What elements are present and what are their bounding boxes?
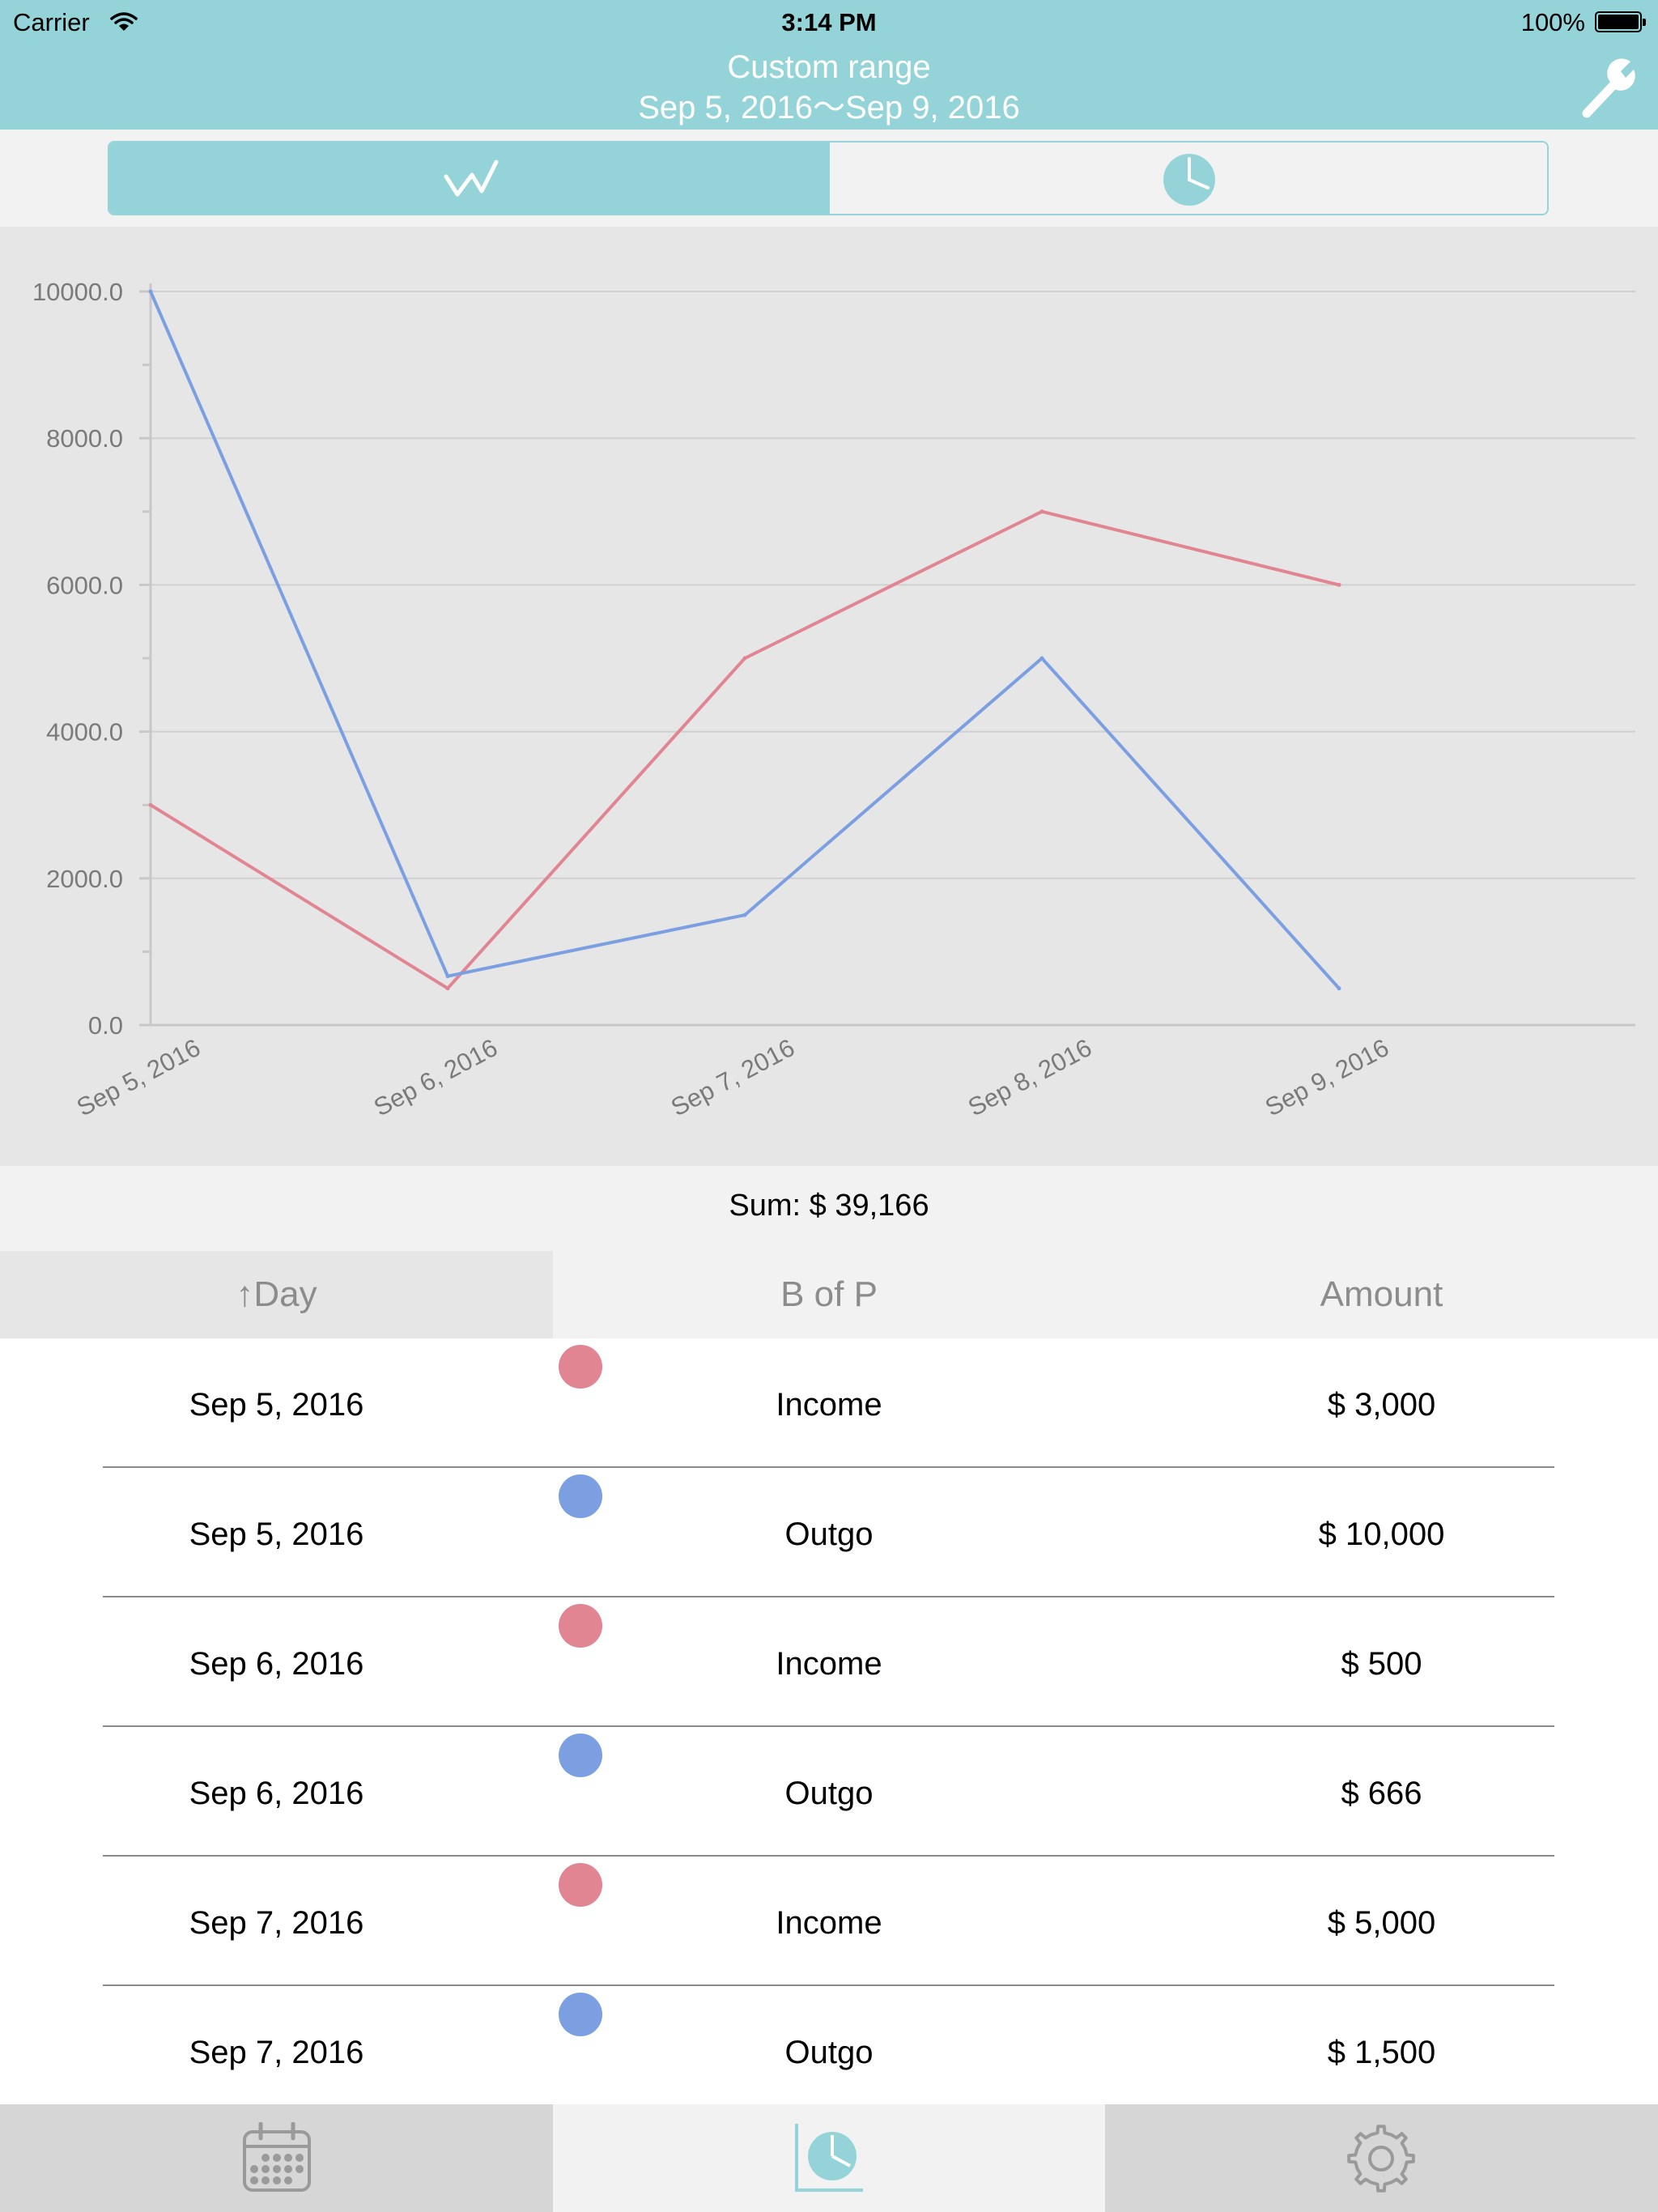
sum-row: Sum: $ 39,166 <box>0 1166 1658 1251</box>
title-text: Custom range <box>727 49 931 85</box>
data-point <box>1337 582 1341 587</box>
row-divider <box>103 1855 1554 1857</box>
data-point <box>148 289 153 294</box>
row-day: Sep 7, 2016 <box>189 2035 364 2070</box>
data-point <box>742 912 747 917</box>
y-tick-label: 0.0 <box>88 1011 123 1040</box>
calendar-icon <box>243 2122 311 2192</box>
line-chart: 0.0 2000.0 4000.0 6000.0 8000.0 10000.0 Sep 5,… <box>0 227 1658 1166</box>
row-amount: $ 10,000 <box>1318 1516 1445 1552</box>
income-dot <box>559 1863 602 1907</box>
row-amount: $ 666 <box>1341 1776 1422 1811</box>
status-carrier: Carrier <box>13 8 90 36</box>
x-tick-label: Sep 6, 2016 <box>369 1033 502 1121</box>
y-tick-label: 8000.0 <box>46 424 123 453</box>
row-day: Sep 7, 2016 <box>189 1905 364 1941</box>
data-point <box>445 986 450 991</box>
battery-icon <box>1595 11 1646 32</box>
pie-chart-tab-icon <box>795 2124 863 2192</box>
column-header-bop[interactable]: B of P <box>780 1274 878 1314</box>
segment-line-chart[interactable] <box>109 143 830 214</box>
tab-bar <box>0 2104 1658 2212</box>
row-day: Sep 6, 2016 <box>189 1646 364 1682</box>
table-row[interactable]: Sep 5, 2016 Outgo $ 10,000 <box>0 1468 1658 1597</box>
table-row[interactable]: Sep 5, 2016 Income $ 3,000 <box>0 1338 1658 1468</box>
outgo-dot <box>559 1993 602 2036</box>
x-tick-label: Sep 8, 2016 <box>963 1033 1096 1121</box>
row-divider <box>103 1725 1554 1727</box>
series-line-2 <box>149 291 1341 990</box>
chart-svg: 0.0 2000.0 4000.0 6000.0 8000.0 10000.0 Sep 5,… <box>32 278 1635 1121</box>
row-type: Income <box>776 1905 882 1941</box>
tab-settings[interactable] <box>1105 2104 1658 2212</box>
line-chart-icon <box>444 160 499 197</box>
x-tick-label: Sep 9, 2016 <box>1261 1033 1393 1121</box>
x-tick-label: Sep 5, 2016 <box>72 1033 205 1121</box>
row-day: Sep 5, 2016 <box>189 1387 364 1423</box>
data-point <box>445 974 450 979</box>
data-point <box>1039 509 1044 514</box>
row-amount: $ 1,500 <box>1327 2035 1436 2070</box>
row-divider <box>103 1596 1554 1597</box>
entries-list: Sep 5, 2016 Income $ 3,000 Sep 5, 2016 O… <box>0 1338 1658 2104</box>
row-type: Income <box>776 1387 882 1423</box>
column-header-amount[interactable]: Amount <box>1320 1274 1443 1314</box>
pie-chart-icon <box>1163 154 1215 206</box>
table-row[interactable]: Sep 7, 2016 Outgo $ 1,500 <box>0 1986 1658 2104</box>
y-tick-label: 4000.0 <box>46 718 123 747</box>
row-amount: $ 3,000 <box>1327 1387 1436 1423</box>
column-header-day[interactable]: ↑Day <box>0 1251 553 1338</box>
row-amount: $ 500 <box>1341 1646 1422 1682</box>
status-time: 3:14 PM <box>781 8 877 36</box>
data-point <box>1337 986 1341 991</box>
date-range-text: Sep 5, 2016～Sep 9, 2016 <box>638 90 1020 125</box>
row-divider <box>103 1984 1554 1986</box>
data-point <box>1039 656 1044 661</box>
sum-text: Sum: $ 39,166 <box>729 1189 929 1223</box>
segment-pie-chart[interactable] <box>830 143 1547 214</box>
table-header: ↑Day B of P Amount <box>0 1251 1658 1338</box>
row-day: Sep 5, 2016 <box>189 1516 364 1552</box>
x-tick-label: Sep 7, 2016 <box>666 1033 799 1121</box>
y-tick-label: 6000.0 <box>46 571 123 599</box>
page-title: Custom range Sep 5, 2016～Sep 9, 2016 <box>0 47 1658 128</box>
y-tick-label: 10000.0 <box>32 278 123 306</box>
data-point <box>742 656 747 661</box>
tab-calendar[interactable] <box>0 2104 553 2212</box>
row-type: Outgo <box>784 1516 874 1552</box>
outgo-dot <box>559 1474 602 1518</box>
table-row[interactable]: Sep 6, 2016 Outgo $ 666 <box>0 1727 1658 1857</box>
table-row[interactable]: Sep 6, 2016 Income $ 500 <box>0 1597 1658 1727</box>
gear-icon <box>1347 2125 1415 2193</box>
row-divider <box>103 1466 1554 1468</box>
table-row[interactable]: Sep 7, 2016 Income $ 5,000 <box>0 1857 1658 1986</box>
income-dot <box>559 1345 602 1389</box>
outgo-dot <box>559 1733 602 1777</box>
status-battery-percent: 100% <box>1520 8 1585 36</box>
navigation-header: Carrier 3:14 PM 100% Custom range Sep 5,… <box>0 0 1658 130</box>
row-day: Sep 6, 2016 <box>189 1776 364 1811</box>
wrench-icon[interactable] <box>1580 57 1637 122</box>
row-type: Outgo <box>784 1776 874 1811</box>
tab-chart[interactable] <box>553 2104 1105 2212</box>
row-type: Income <box>776 1646 882 1682</box>
row-amount: $ 5,000 <box>1327 1905 1436 1941</box>
wifi-icon <box>110 11 138 36</box>
income-dot <box>559 1604 602 1648</box>
data-point <box>148 802 153 807</box>
row-type: Outgo <box>784 2035 874 2070</box>
chart-type-segmented-control <box>108 141 1549 215</box>
y-tick-label: 2000.0 <box>46 865 123 893</box>
